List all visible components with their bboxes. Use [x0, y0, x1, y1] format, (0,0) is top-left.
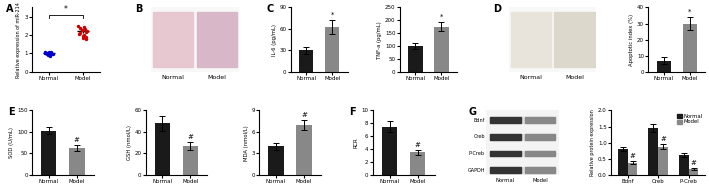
Text: #: #	[691, 160, 696, 166]
Y-axis label: SOD (U/mL): SOD (U/mL)	[9, 127, 14, 158]
Text: #: #	[415, 142, 420, 148]
Text: B: B	[135, 4, 143, 14]
Point	[73, 24, 84, 27]
Bar	[490, 167, 520, 173]
Bar	[69, 148, 84, 175]
Point	[43, 51, 55, 54]
Point	[81, 37, 92, 40]
Text: A: A	[6, 4, 13, 14]
Bar	[627, 163, 637, 175]
Text: Bdnf: Bdnf	[474, 118, 485, 123]
Y-axis label: Relative protein expression: Relative protein expression	[590, 109, 596, 176]
Bar	[525, 134, 555, 140]
Text: D: D	[493, 4, 501, 14]
Text: P-Creb: P-Creb	[469, 151, 485, 156]
Bar	[525, 167, 555, 173]
Bar	[490, 117, 555, 123]
Point	[40, 52, 51, 55]
Point	[81, 31, 92, 34]
Point	[42, 53, 53, 56]
Bar	[410, 152, 425, 175]
Text: G: G	[468, 107, 476, 117]
Point	[48, 52, 59, 55]
Bar	[525, 117, 555, 123]
Bar	[382, 126, 397, 175]
Point	[43, 51, 54, 54]
Point	[41, 52, 52, 55]
Bar	[679, 155, 688, 175]
Point	[77, 34, 89, 37]
Text: *: *	[440, 14, 443, 20]
Bar	[299, 50, 313, 72]
Bar	[41, 131, 57, 175]
Point	[79, 25, 90, 28]
Bar	[490, 151, 555, 156]
Y-axis label: Relative expression of miR-214: Relative expression of miR-214	[16, 2, 21, 78]
Bar	[197, 12, 237, 67]
Bar	[490, 117, 520, 123]
Text: #: #	[630, 153, 635, 159]
Bar	[153, 12, 194, 67]
Y-axis label: IL-6 (pg/mL): IL-6 (pg/mL)	[272, 24, 277, 56]
Bar	[658, 147, 668, 175]
Text: Creb: Creb	[474, 134, 485, 139]
Text: #: #	[301, 112, 307, 118]
Point	[40, 52, 51, 55]
Point	[81, 30, 92, 33]
Point	[41, 53, 52, 56]
Bar	[683, 24, 697, 72]
Point	[74, 26, 86, 29]
Y-axis label: TNF-a (pg/mL): TNF-a (pg/mL)	[377, 21, 382, 59]
Text: *: *	[64, 5, 67, 15]
Point	[77, 29, 88, 32]
Bar	[490, 167, 555, 173]
Y-axis label: MDA (nmol/L): MDA (nmol/L)	[244, 125, 249, 161]
Legend: Normal, Model: Normal, Model	[677, 113, 703, 125]
Text: C: C	[267, 4, 274, 14]
Point	[81, 35, 92, 38]
Y-axis label: RCR: RCR	[354, 137, 359, 148]
Bar	[657, 61, 671, 72]
Bar	[490, 151, 520, 156]
Bar	[525, 151, 555, 156]
Point	[46, 50, 57, 53]
Point	[79, 27, 91, 30]
Point	[77, 28, 88, 31]
Bar	[490, 134, 555, 140]
Y-axis label: Apoptotic index (%): Apoptotic index (%)	[629, 14, 635, 66]
Text: #: #	[660, 136, 666, 142]
Bar	[688, 169, 698, 175]
Bar	[510, 12, 551, 67]
Bar	[434, 27, 449, 72]
Point	[43, 53, 55, 56]
Point	[43, 50, 55, 53]
Text: F: F	[350, 107, 356, 117]
Point	[45, 54, 56, 57]
Text: *: *	[688, 9, 691, 15]
Point	[74, 33, 85, 36]
Bar	[490, 134, 520, 140]
Y-axis label: GSH (nmol/L): GSH (nmol/L)	[127, 125, 132, 160]
Bar	[296, 125, 312, 175]
Point	[74, 32, 86, 35]
Text: #: #	[188, 134, 194, 140]
Bar	[408, 46, 423, 72]
Point	[39, 51, 50, 54]
Bar	[554, 12, 595, 67]
Bar	[268, 146, 284, 175]
Bar	[325, 27, 340, 72]
Text: GAPDH: GAPDH	[467, 168, 485, 173]
Text: #: #	[74, 137, 80, 143]
Point	[78, 33, 89, 36]
Bar	[618, 149, 627, 175]
Bar	[649, 128, 658, 175]
Point	[77, 36, 89, 39]
Text: *: *	[330, 12, 334, 18]
Bar	[183, 146, 199, 175]
Point	[45, 53, 57, 56]
Text: E: E	[9, 107, 15, 117]
Bar	[155, 123, 170, 175]
Point	[45, 52, 57, 54]
